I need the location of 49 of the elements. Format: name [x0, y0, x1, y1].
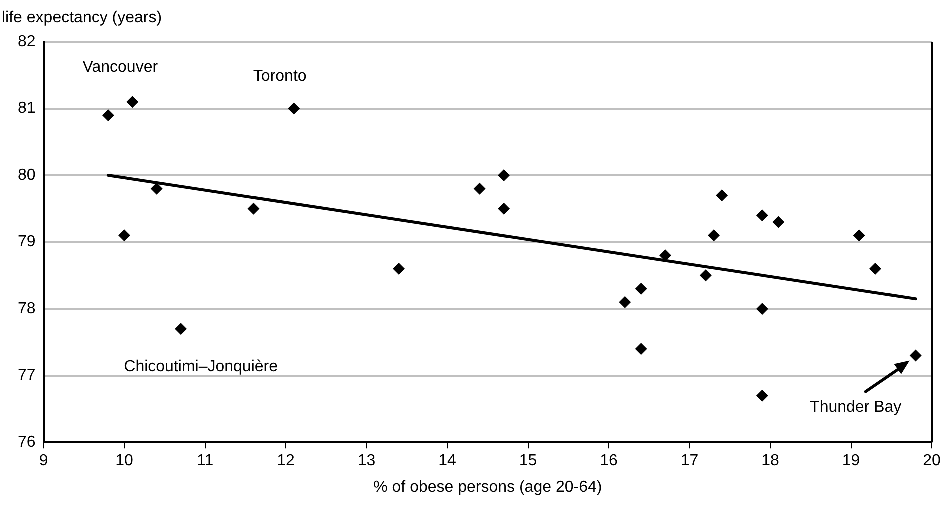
y-tick-label: 78: [18, 300, 36, 318]
x-axis-title: % of obese persons (age 20-64): [374, 478, 602, 496]
x-tick-label: 13: [358, 452, 376, 470]
annotation: Vancouver: [82, 58, 159, 76]
annotation: Toronto: [253, 68, 307, 86]
x-tick-label: 17: [680, 452, 699, 470]
point: [498, 170, 510, 182]
x-tick-label: 18: [762, 452, 780, 470]
point: [102, 109, 114, 122]
point: [118, 230, 131, 242]
point: [474, 182, 486, 195]
point: [772, 216, 785, 228]
x-tick-label: 14: [438, 452, 457, 470]
point: [700, 270, 712, 282]
point: [248, 202, 260, 215]
y-tick-label: 81: [18, 100, 36, 118]
point: [716, 190, 728, 202]
x-tick-label: 11: [196, 452, 214, 470]
y-tick-label: 80: [18, 166, 36, 184]
x-tick-label: 10: [116, 452, 134, 470]
y-tick-label: 76: [18, 434, 36, 452]
x-tick-label: 20: [923, 452, 941, 470]
x-tick-label: 9: [39, 452, 48, 470]
point: [853, 230, 866, 242]
point: [126, 96, 139, 108]
annotation: Thunder Bay: [810, 399, 902, 416]
point: [869, 263, 882, 276]
point: [756, 390, 768, 402]
x-tick-label: 15: [519, 452, 538, 470]
point: [635, 283, 648, 296]
point: [910, 350, 922, 362]
y-tick-label: 82: [18, 33, 36, 50]
point: [635, 343, 648, 356]
y-tick-label: 77: [18, 367, 36, 384]
point: [288, 102, 300, 115]
x-tick-label: 12: [277, 452, 296, 470]
y-axis-title: life expectancy (years): [2, 9, 162, 26]
x-tick-label: 16: [600, 452, 618, 470]
point: [150, 182, 163, 195]
annotation: Chicoutimi–Jonquière: [124, 358, 278, 376]
point: [756, 303, 768, 316]
point: [708, 230, 720, 242]
point: [175, 323, 188, 336]
y-tick-label: 79: [18, 234, 36, 251]
point: [498, 202, 510, 215]
x-tick-label: 19: [842, 452, 860, 470]
point: [393, 263, 406, 276]
point: [619, 296, 632, 308]
point: [756, 210, 768, 222]
